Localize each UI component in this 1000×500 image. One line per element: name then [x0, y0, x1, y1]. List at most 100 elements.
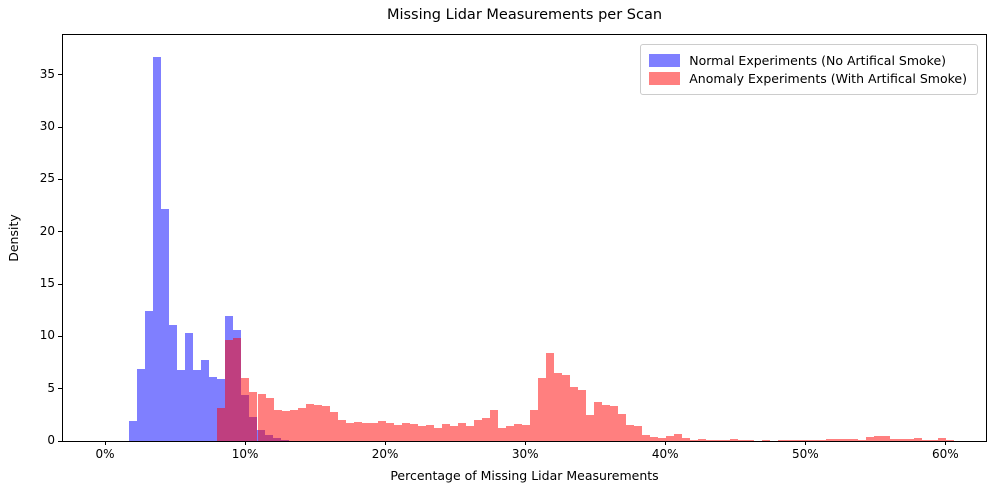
histogram-bar — [881, 436, 890, 441]
histogram-bar — [665, 435, 674, 441]
y-tick-mark — [58, 335, 62, 337]
histogram-bar — [545, 353, 554, 441]
legend-swatch — [649, 54, 681, 67]
x-tick-label: 10% — [231, 447, 259, 461]
y-tick-label: 0 — [47, 433, 55, 447]
histogram-bar — [537, 377, 546, 441]
histogram-bar — [809, 440, 818, 441]
histogram-bar — [257, 393, 266, 441]
histogram-bar — [377, 421, 386, 441]
histogram-bar — [209, 377, 218, 441]
legend-item: Anomaly Experiments (With Artifical Smok… — [649, 71, 967, 86]
histogram-bar — [145, 311, 154, 441]
histogram-bar — [745, 440, 754, 441]
x-tick-mark — [105, 441, 107, 445]
y-tick-mark — [58, 231, 62, 233]
legend-label: Normal Experiments (No Artifical Smoke) — [689, 53, 947, 68]
histogram-bar — [945, 440, 954, 441]
histogram-bar — [617, 413, 626, 441]
histogram-bar — [137, 368, 146, 441]
histogram-bar — [657, 438, 666, 441]
histogram-bar — [585, 414, 594, 441]
histogram-bar — [553, 373, 562, 441]
histogram-bar — [481, 417, 490, 441]
x-tick-label: 20% — [371, 447, 399, 461]
histogram-bar — [505, 426, 514, 441]
histogram-bar — [425, 425, 434, 441]
y-tick-mark — [58, 126, 62, 128]
y-tick-mark — [58, 440, 62, 442]
y-tick-mark — [58, 283, 62, 285]
histogram-bar — [825, 439, 834, 441]
y-tick-mark — [58, 388, 62, 390]
histogram-bar — [897, 439, 906, 441]
legend-item: Normal Experiments (No Artifical Smoke) — [649, 53, 967, 68]
histogram-bar — [865, 437, 874, 441]
histogram-bar — [689, 439, 698, 441]
histogram-bar — [721, 439, 730, 441]
histogram-bar — [169, 324, 178, 441]
y-tick-label: 5 — [47, 380, 55, 395]
histogram-bar — [889, 439, 898, 441]
y-tick-label: 30 — [39, 119, 55, 134]
plot-area: Normal Experiments (No Artifical Smoke) A… — [62, 34, 987, 442]
y-tick-label: 35 — [39, 66, 55, 81]
histogram-bar — [201, 360, 210, 441]
histogram-bar — [265, 398, 274, 441]
histogram-bar — [529, 409, 538, 441]
x-tick-label: 30% — [511, 447, 539, 461]
y-tick-mark — [58, 178, 62, 180]
histogram-bar — [273, 409, 282, 441]
histogram-bar — [489, 409, 498, 441]
histogram-bar — [473, 420, 482, 441]
histogram-bar — [817, 439, 826, 441]
y-tick-label: 10 — [39, 328, 55, 343]
histogram-bar — [417, 426, 426, 441]
histogram-bar — [785, 439, 794, 441]
y-tick-label: 20 — [39, 223, 55, 238]
histogram-bar — [217, 407, 226, 441]
histogram-bar — [177, 369, 186, 441]
histogram-bar — [329, 411, 338, 441]
histogram-bar — [513, 424, 522, 441]
histogram-bar — [697, 439, 706, 441]
x-tick-mark — [945, 441, 947, 445]
histogram-bar — [345, 422, 354, 441]
histogram-bar — [281, 410, 290, 441]
histogram-bar — [793, 440, 802, 441]
x-tick-mark — [385, 441, 387, 445]
histogram-bar — [681, 438, 690, 441]
histogram-bar — [129, 421, 138, 441]
x-tick-label: 0% — [95, 447, 115, 461]
histogram-bar — [161, 208, 170, 441]
histogram-bar — [289, 409, 298, 441]
x-tick-mark — [245, 441, 247, 445]
histogram-bar — [385, 422, 394, 441]
x-tick-mark — [665, 441, 667, 445]
histogram-bar — [561, 375, 570, 441]
x-tick-mark — [525, 441, 527, 445]
x-tick-label: 40% — [651, 447, 679, 461]
histogram-bar — [393, 425, 402, 441]
histogram-bar — [233, 338, 242, 441]
histogram-bar — [857, 439, 866, 441]
histogram-bar — [241, 378, 250, 441]
histogram-bar — [921, 439, 930, 441]
histogram-bar — [369, 422, 378, 441]
y-tick-label: 15 — [39, 276, 55, 291]
histogram-bar — [601, 405, 610, 441]
histogram-bar — [249, 391, 258, 441]
histogram-bar — [625, 425, 634, 441]
histogram-bar — [873, 435, 882, 441]
histogram-bar — [569, 386, 578, 441]
histogram-bar — [305, 404, 314, 441]
legend-label: Anomaly Experiments (With Artifical Smok… — [689, 71, 967, 86]
histogram-bar — [577, 389, 586, 441]
histogram-bar — [761, 440, 770, 441]
histogram-bar — [633, 426, 642, 441]
anomaly-series-bars — [63, 35, 986, 441]
legend: Normal Experiments (No Artifical Smoke) A… — [640, 44, 978, 95]
x-tick-mark — [805, 441, 807, 445]
histogram-bar — [401, 423, 410, 441]
